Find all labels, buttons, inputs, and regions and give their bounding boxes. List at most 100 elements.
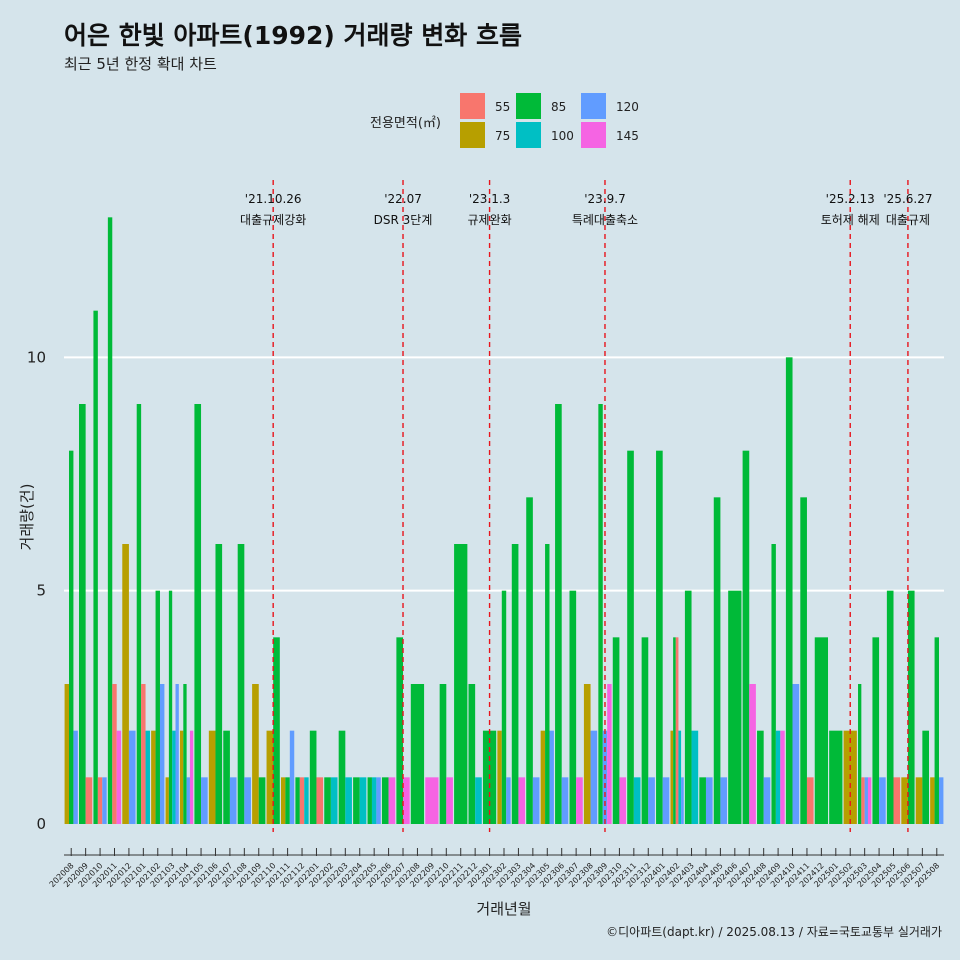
annotation-event: DSR 3단계 bbox=[374, 213, 433, 227]
bar-75-202106 bbox=[208, 730, 216, 824]
bar-55-202010 bbox=[97, 777, 103, 824]
bar-75-202012 bbox=[122, 544, 129, 824]
annotation-event: 토허제 해제 bbox=[821, 213, 880, 227]
bar-85-202304 bbox=[526, 497, 533, 824]
bar-75-202507 bbox=[915, 777, 923, 824]
bar-85-202203 bbox=[338, 730, 346, 824]
bar-120-202302 bbox=[506, 777, 511, 824]
bar-145-202307 bbox=[576, 777, 583, 824]
bar-85-202402 bbox=[673, 637, 676, 824]
bar-75-202103 bbox=[165, 777, 169, 824]
bar-120-202405 bbox=[720, 777, 728, 824]
legend-swatch-120 bbox=[581, 93, 606, 119]
bar-100-202311 bbox=[633, 777, 641, 824]
bar-85-202112 bbox=[295, 777, 300, 824]
bar-85-202009 bbox=[79, 404, 86, 824]
bar-145-202104 bbox=[189, 730, 194, 824]
bar-55-202112 bbox=[299, 777, 305, 824]
bar-85-202306 bbox=[555, 404, 562, 824]
bar-145-202309 bbox=[607, 684, 612, 824]
bar-120-202508 bbox=[939, 777, 944, 824]
chart-title: 어은 한빛 아파트(1992) 거래량 변화 흐름 bbox=[64, 21, 522, 50]
bar-75-202104 bbox=[179, 730, 184, 824]
bar-100-202402 bbox=[678, 730, 682, 824]
annotation-event: 규제완화 bbox=[467, 213, 511, 227]
bar-85-202104 bbox=[183, 684, 187, 824]
bar-145-202503 bbox=[867, 777, 872, 824]
bar-120-202108 bbox=[244, 777, 251, 824]
bar-85-202010 bbox=[93, 310, 98, 824]
bar-85-202404 bbox=[699, 777, 706, 824]
bar-145-202409 bbox=[780, 730, 785, 824]
legend-swatch-55 bbox=[460, 93, 485, 119]
y-tick-label: 10 bbox=[27, 348, 46, 366]
bar-145-202310 bbox=[619, 777, 627, 824]
legend-swatch-145 bbox=[581, 122, 606, 148]
bar-120-202102 bbox=[159, 684, 165, 824]
bar-85-202507 bbox=[922, 730, 929, 824]
bar-85-202409 bbox=[771, 544, 776, 824]
bar-55-202411 bbox=[806, 777, 814, 824]
bar-75-202305 bbox=[540, 730, 546, 824]
bar-85-202205 bbox=[367, 777, 372, 824]
bar-85-202109 bbox=[258, 777, 266, 824]
y-tick-label: 0 bbox=[36, 815, 46, 833]
annotation-date: '25.2.13 bbox=[826, 192, 875, 206]
bar-100-202202 bbox=[330, 777, 338, 824]
bar-85-202101 bbox=[136, 404, 142, 824]
bar-100-202101 bbox=[145, 730, 150, 824]
bar-85-202411 bbox=[800, 497, 807, 824]
bar-120-202306 bbox=[561, 777, 569, 824]
bar-85-202210 bbox=[439, 684, 447, 824]
bars bbox=[64, 217, 944, 824]
bar-120-202408 bbox=[763, 777, 771, 824]
bar-100-202409 bbox=[775, 730, 781, 824]
bar-120-202205 bbox=[376, 777, 381, 824]
bar-85-202202 bbox=[324, 777, 331, 824]
bar-85-202503 bbox=[858, 684, 862, 824]
bar-85-202407 bbox=[742, 450, 750, 824]
bar-120-202010 bbox=[102, 777, 107, 824]
bar-120-202304 bbox=[532, 777, 540, 824]
bar-85-202206 bbox=[381, 777, 389, 824]
bar-75-202308 bbox=[583, 684, 591, 824]
gridlines bbox=[64, 356, 944, 592]
bar-75-202008 bbox=[64, 684, 69, 824]
bar-85-202410 bbox=[785, 357, 793, 824]
bar-145-202210 bbox=[446, 777, 453, 824]
legend-label-85: 85 bbox=[551, 100, 566, 114]
bar-85-202111 bbox=[285, 777, 290, 824]
bar-85-202302 bbox=[501, 590, 507, 824]
bar-85-202508 bbox=[934, 637, 939, 824]
bar-85-202504 bbox=[872, 637, 880, 824]
bar-120-202105 bbox=[201, 777, 208, 824]
bar-85-202201 bbox=[309, 730, 317, 824]
bar-100-202205 bbox=[371, 777, 377, 824]
bar-75-202506 bbox=[901, 777, 908, 824]
bar-85-202107 bbox=[223, 730, 230, 824]
bar-85-202408 bbox=[757, 730, 764, 824]
bar-120-202503 bbox=[864, 777, 868, 824]
annotation-date: '21.10.26 bbox=[245, 192, 302, 206]
bar-100-202103 bbox=[172, 730, 176, 824]
bar-120-202107 bbox=[229, 777, 237, 824]
bar-100-202112 bbox=[304, 777, 309, 824]
y-tick-label: 5 bbox=[36, 582, 46, 600]
caption: ©디아파트(dapt.kr) / 2025.08.13 / 자료=국토교통부 실… bbox=[606, 925, 942, 939]
annotation-date: '22.07 bbox=[384, 192, 422, 206]
bar-55-202011 bbox=[112, 684, 117, 824]
bar-85-202309 bbox=[598, 404, 603, 824]
bar-100-202403 bbox=[691, 730, 699, 824]
annotation-event: 대출규제 bbox=[886, 213, 930, 227]
y-axis-title: 거래량(건) bbox=[18, 484, 36, 551]
bar-85-202211 bbox=[454, 544, 468, 824]
bar-85-202401 bbox=[656, 450, 663, 824]
bar-145-202303 bbox=[518, 777, 526, 824]
bar-75-202402 bbox=[670, 730, 674, 824]
bar-145-202206 bbox=[388, 777, 396, 824]
annotation-date: '23.1.3 bbox=[469, 192, 510, 206]
legend-label-100: 100 bbox=[551, 129, 574, 143]
bar-85-202303 bbox=[511, 544, 519, 824]
bar-85-202011 bbox=[107, 217, 113, 824]
legend-title: 전용면적(㎡) bbox=[370, 116, 441, 131]
